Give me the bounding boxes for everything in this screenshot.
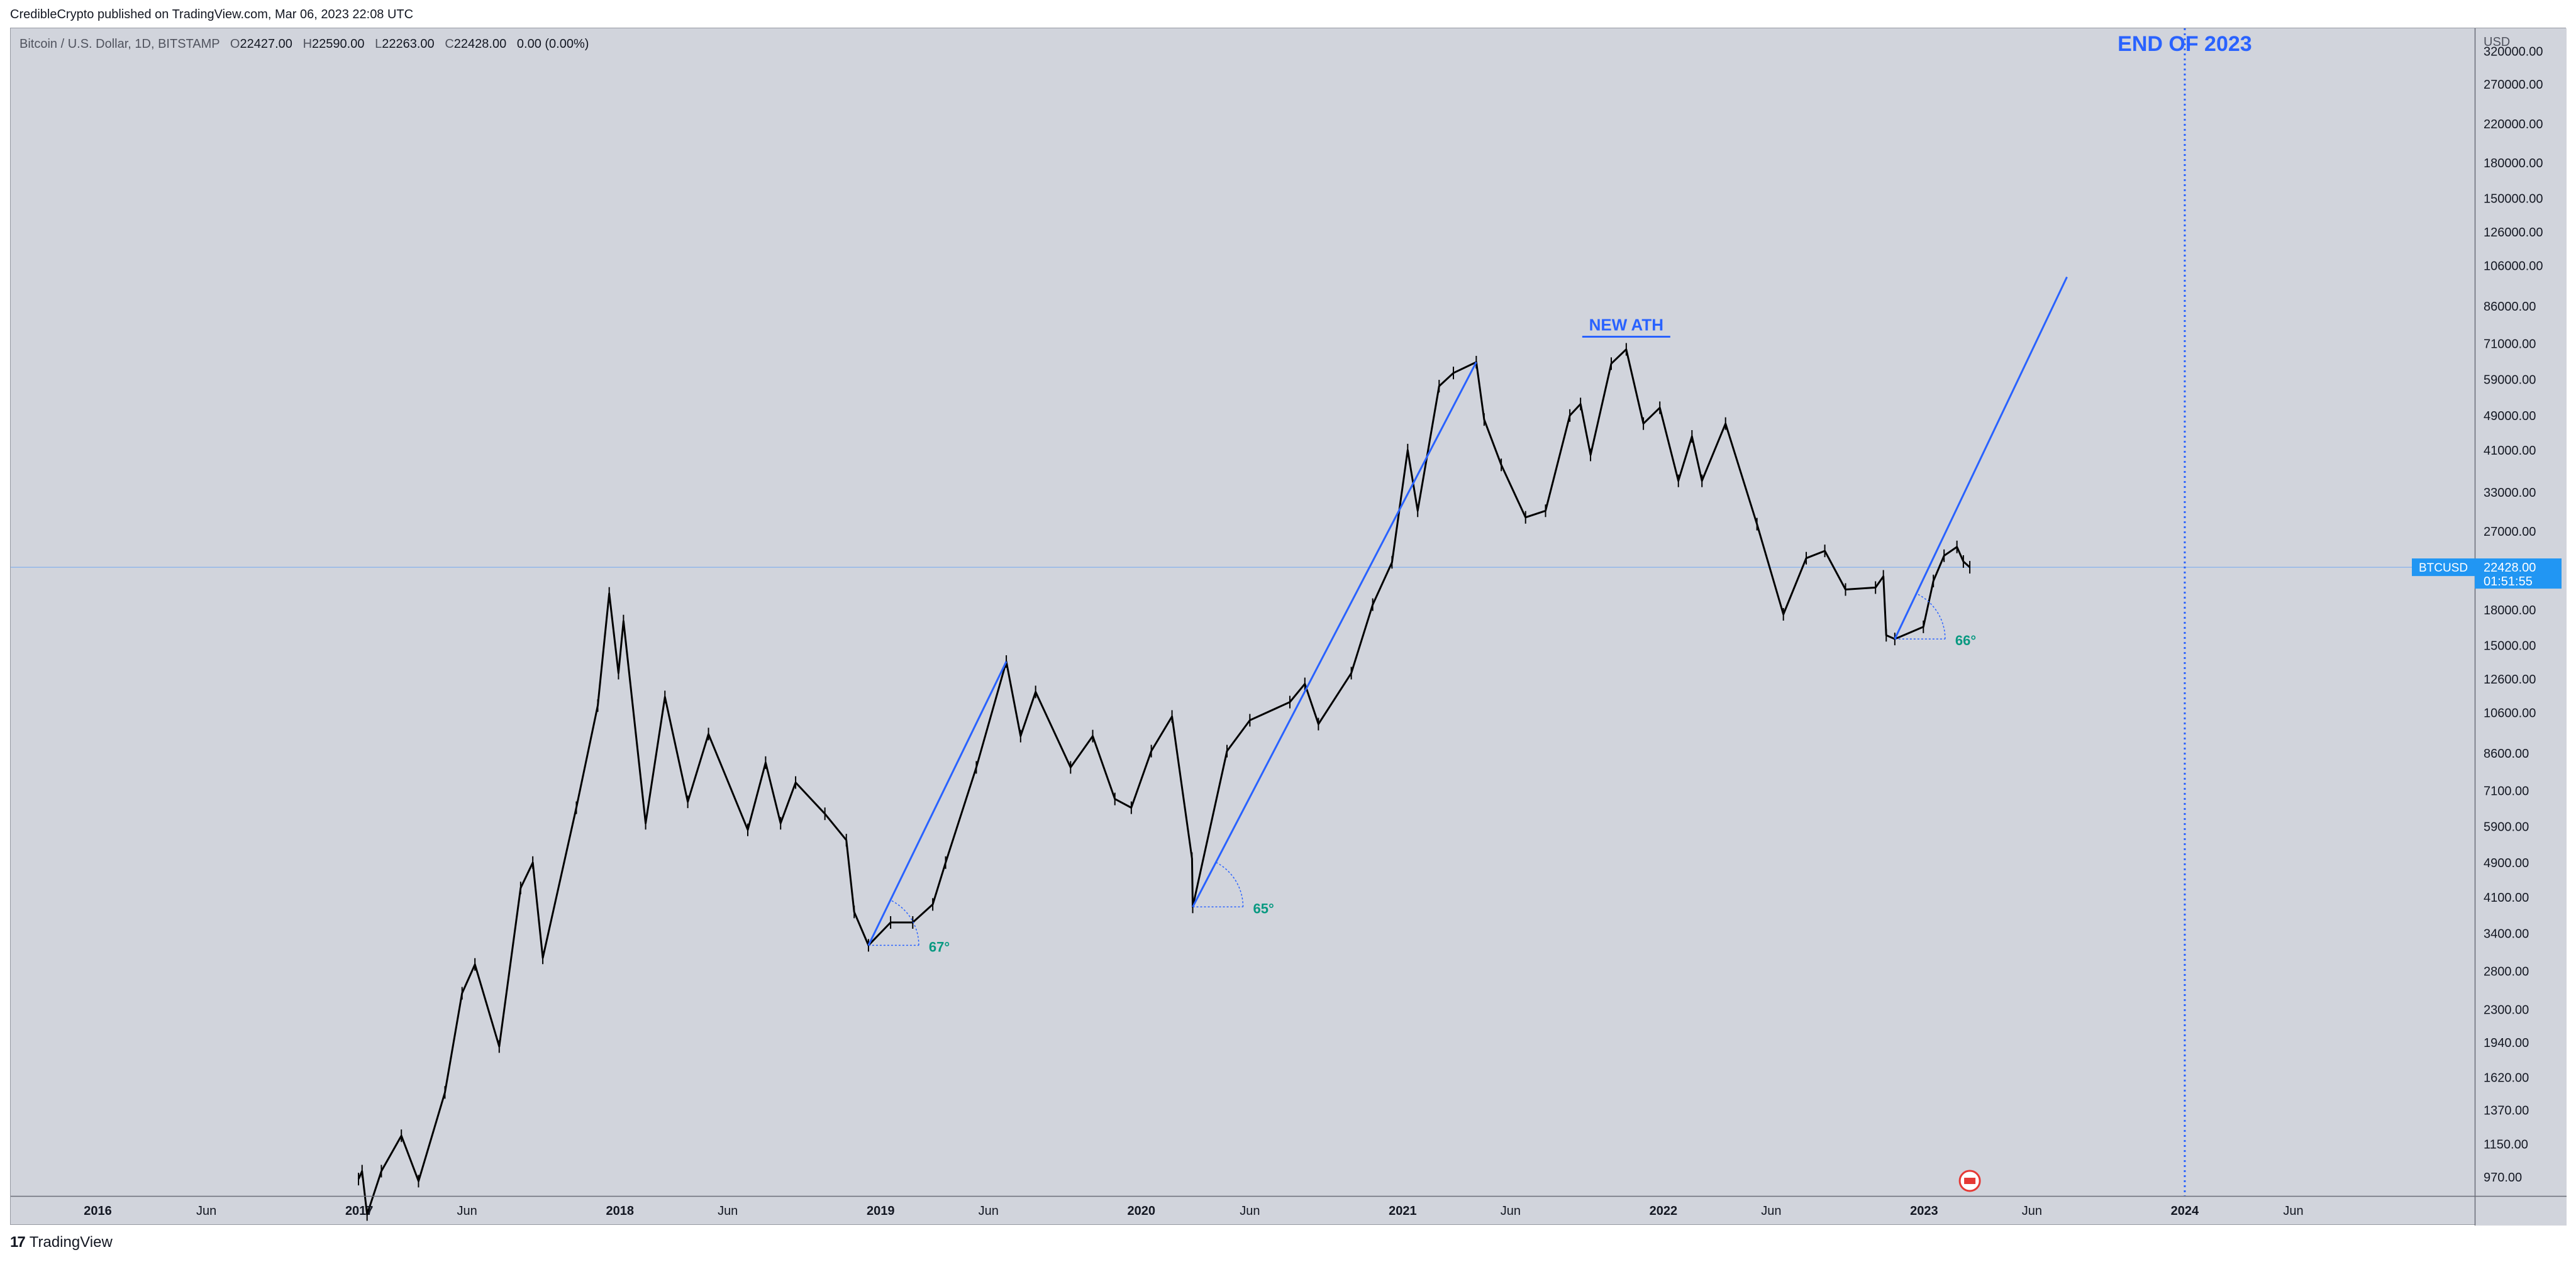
bar-countdown-label: 01:51:55	[2484, 575, 2533, 589]
angle-arc	[1916, 593, 1946, 639]
plot-layer	[11, 343, 2475, 1221]
angle-label: 66°	[1955, 633, 1976, 648]
price-tick-label: 33000.00	[2484, 486, 2536, 500]
time-tick-label: Jun	[196, 1204, 216, 1218]
time-tick-label: 2017	[345, 1204, 374, 1218]
annotation-layer: 67° 65° 66° END OF 2023 NEW ATH	[867, 28, 2252, 1196]
symbol-legend: Bitcoin / U.S. Dollar, 1D, BITSTAMP O224…	[19, 37, 589, 52]
price-tick-label: 150000.00	[2484, 192, 2543, 206]
price-tick-label: 41000.00	[2484, 444, 2536, 458]
symbol-description: Bitcoin / U.S. Dollar, 1D, BITSTAMP	[19, 37, 220, 51]
time-tick-label: 2016	[84, 1204, 112, 1218]
time-tick-label: 2023	[1910, 1204, 1938, 1218]
price-tick-label: 86000.00	[2484, 300, 2536, 314]
price-tick-label: 7100.00	[2484, 784, 2529, 798]
low-label: L	[375, 37, 382, 51]
price-tick-label: 1370.00	[2484, 1104, 2529, 1117]
price-tick-label: 4100.00	[2484, 891, 2529, 905]
price-tick-label: 59000.00	[2484, 373, 2536, 387]
trendline-1	[867, 661, 1008, 946]
price-axis-currency: USD	[2484, 35, 2510, 49]
price-tick-label: 15000.00	[2484, 639, 2536, 653]
price-tick-label: 4900.00	[2484, 856, 2529, 870]
high-label: H	[303, 37, 313, 51]
economic-event-flag-icon	[1964, 1178, 1976, 1184]
price-tick-label: 5900.00	[2484, 820, 2529, 834]
current-price-badge	[2475, 558, 2562, 589]
price-tick-label: 71000.00	[2484, 337, 2536, 351]
price-tick-label: 320000.00	[2484, 45, 2543, 58]
tradingview-logo-icon: 17	[10, 1234, 26, 1251]
time-tick-label: Jun	[2022, 1204, 2042, 1218]
price-tick-label: 27000.00	[2484, 525, 2536, 539]
tradingview-footer[interactable]: 17 TradingView	[10, 1234, 113, 1251]
time-tick-label: 2020	[1127, 1204, 1155, 1218]
price-tick-label: 970.00	[2484, 1171, 2522, 1185]
price-chart[interactable]: 67° 65° 66° END OF 2023 NEW ATH USD 970.00 115…	[11, 28, 2567, 1226]
price-tick-label: 12600.00	[2484, 673, 2536, 687]
time-tick-label: Jun	[1501, 1204, 1521, 1218]
chart-frame[interactable]: Bitcoin / U.S. Dollar, 1D, BITSTAMP O224…	[10, 28, 2567, 1226]
price-tick-label: 10600.00	[2484, 707, 2536, 721]
price-tick-label: 106000.00	[2484, 260, 2543, 274]
angle-label: 67°	[929, 939, 950, 955]
trendline-3	[1894, 276, 2068, 639]
axis-layer: USD 970.00 1150.00 1370.00 1620.00 1940.00 230…	[11, 28, 2567, 1226]
open-value: 22427.00	[240, 37, 292, 51]
price-tick-label: 2300.00	[2484, 1003, 2529, 1017]
low-value: 22263.00	[382, 37, 435, 51]
time-tick-label: Jun	[1761, 1204, 1781, 1218]
price-tick-label: 270000.00	[2484, 78, 2543, 92]
angle-label: 65°	[1253, 900, 1274, 916]
high-value: 22590.00	[312, 37, 365, 51]
price-tick-label: 126000.00	[2484, 226, 2543, 240]
price-tick-label: 8600.00	[2484, 747, 2529, 761]
time-tick-label: Jun	[1240, 1204, 1260, 1218]
price-series-line	[357, 348, 1971, 1215]
symbol-price-badge	[2412, 558, 2475, 577]
price-tick-label: 2800.00	[2484, 965, 2529, 979]
angle-arc	[1216, 861, 1244, 907]
close-value: 22428.00	[453, 37, 507, 51]
time-tick-label: 2019	[867, 1204, 895, 1218]
time-tick-label: Jun	[2283, 1204, 2303, 1218]
price-tick-label: 18000.00	[2484, 604, 2536, 617]
trendline-2	[1192, 362, 1477, 907]
price-tick-label: 49000.00	[2484, 409, 2536, 423]
new-ath-label: NEW ATH	[1589, 316, 1663, 335]
price-tick-label: 1620.00	[2484, 1071, 2529, 1085]
time-tick-label: 2021	[1389, 1204, 1417, 1218]
current-price-label: 22428.00	[2484, 561, 2536, 575]
angle-arc	[890, 899, 919, 946]
close-label: C	[445, 37, 454, 51]
publisher-line: CredibleCrypto published on TradingView.…	[10, 8, 414, 21]
tradingview-brand: TradingView	[29, 1234, 113, 1251]
symbol-badge-label: BTCUSD	[2419, 562, 2468, 575]
price-tick-label: 3400.00	[2484, 927, 2529, 941]
time-tick-label: Jun	[718, 1204, 738, 1218]
price-tick-label: 1150.00	[2484, 1137, 2528, 1151]
change-value: 0.00 (0.00%)	[516, 37, 589, 51]
time-tick-label: 2018	[606, 1204, 634, 1218]
time-tick-label: 2022	[1650, 1204, 1678, 1218]
price-tick-label: 220000.00	[2484, 118, 2543, 131]
time-tick-label: Jun	[457, 1204, 477, 1218]
price-tick-label: 180000.00	[2484, 157, 2543, 170]
price-axis-panel	[2475, 28, 2567, 1226]
end-of-2023-label: END OF 2023	[2118, 32, 2252, 56]
price-tick-label: 1940.00	[2484, 1036, 2529, 1050]
open-label: O	[230, 37, 240, 51]
time-tick-label: Jun	[979, 1204, 999, 1218]
time-tick-label: 2024	[2171, 1204, 2199, 1218]
